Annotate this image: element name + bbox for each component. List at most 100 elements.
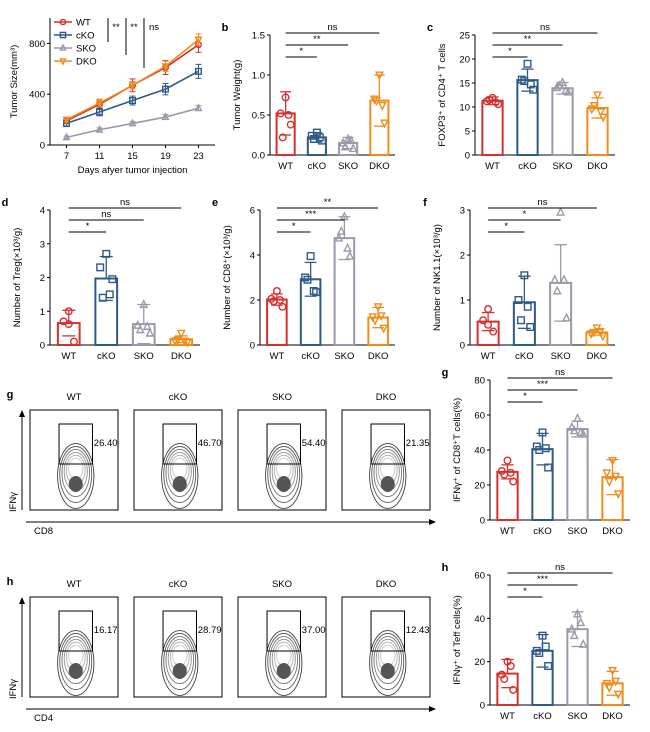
- y-tick-label: 4: [250, 251, 255, 262]
- x-tick-label: 19: [160, 151, 171, 162]
- flow-gate-value-cKO: 46.70: [198, 438, 222, 449]
- bar-SKO: [566, 428, 589, 521]
- flow-gate-value-DKO: 21.35: [406, 438, 430, 449]
- data-point-DKO: [380, 119, 389, 129]
- sig-label: *: [508, 46, 512, 57]
- data-point-SKO: [578, 638, 588, 648]
- bar-DKO: [601, 476, 624, 521]
- bar-WT: [56, 322, 81, 346]
- y-axis-label: Tumor Weight(g): [232, 60, 243, 131]
- data-point-DKO: [604, 478, 614, 487]
- y-tick-label: 0: [250, 341, 255, 352]
- data-point-DKO: [62, 116, 71, 125]
- legend-marker-DKO: [59, 58, 67, 66]
- x-tick-label-WT: WT: [278, 161, 293, 172]
- x-tick-label-DKO: DKO: [602, 711, 623, 722]
- y-tick-label: 0.5: [252, 111, 265, 122]
- flow-gate-value-WT: 16.17: [94, 625, 118, 636]
- data-point-cKO: [523, 302, 532, 311]
- bar-DKO: [367, 316, 389, 346]
- flow-gate: [370, 423, 405, 465]
- data-point-SKO: [554, 80, 564, 90]
- data-point-SKO: [552, 82, 562, 92]
- data-point-DKO: [370, 316, 380, 326]
- data-point-WT: [284, 110, 293, 119]
- data-point-WT: [278, 302, 287, 311]
- y-tick-label: 20: [474, 657, 485, 668]
- data-point-SKO: [576, 427, 586, 436]
- flow-density-core: [68, 476, 83, 492]
- x-tick-label-cKO: cKO: [518, 161, 536, 172]
- flow-group-title-DKO: DKO: [376, 392, 397, 403]
- data-point-SKO: [573, 608, 582, 618]
- flow-gate: [58, 610, 93, 652]
- sig-label: *: [86, 221, 90, 232]
- y-tick-label: 4: [40, 206, 45, 217]
- sig-label: *: [523, 209, 527, 220]
- panel-label-e: e: [212, 197, 218, 209]
- flow-contour: [59, 633, 93, 690]
- y-tick-label: 1.0: [252, 71, 265, 82]
- data-point-cKO: [544, 463, 553, 472]
- data-point-DKO: [376, 312, 386, 322]
- legend-marker-WT: [59, 18, 67, 26]
- data-point-DKO: [596, 108, 606, 118]
- y-tick-label: 0: [480, 516, 485, 527]
- x-tick-label: 15: [127, 151, 138, 162]
- sig-label: *: [523, 391, 527, 402]
- legend-label-SKO: SKO: [76, 44, 96, 55]
- legend-label-DKO: DKO: [76, 57, 97, 68]
- x-tick-label-cKO: cKO: [301, 351, 319, 362]
- flow-contour: [371, 446, 405, 503]
- x-tick-label-cKO: cKO: [533, 526, 551, 537]
- flow-plot-frame: [29, 409, 119, 511]
- data-point-SKO: [573, 413, 582, 422]
- x-tick-label-SKO: SKO: [334, 351, 354, 362]
- data-point-cKO: [95, 108, 103, 116]
- bar-WT: [266, 298, 288, 346]
- data-point-cKO: [541, 444, 550, 453]
- data-point-DKO: [587, 105, 597, 115]
- data-point-WT: [497, 670, 506, 679]
- data-point-cKO: [523, 59, 532, 68]
- flow-contour: [165, 448, 195, 498]
- data-point-DKO: [593, 91, 602, 101]
- x-tick-label-DKO: DKO: [587, 351, 608, 362]
- sig-label: **: [524, 34, 532, 45]
- sig-label: ns: [327, 22, 337, 33]
- data-point-SKO: [161, 112, 170, 121]
- flow-contour: [269, 448, 299, 498]
- y-tick-label: 20: [474, 481, 485, 492]
- data-point-DKO: [194, 36, 203, 45]
- data-point-SKO: [576, 617, 586, 627]
- data-point-SKO: [343, 242, 352, 252]
- flow-plot-frame: [237, 596, 327, 698]
- x-tick-label-WT: WT: [269, 351, 284, 362]
- y-tick-label: 2: [40, 273, 45, 284]
- data-point-DKO: [372, 97, 381, 106]
- y-tick-label: 0: [460, 341, 465, 352]
- data-point-SKO: [569, 425, 579, 435]
- data-point-SKO: [62, 132, 71, 141]
- flow-plot-frame: [133, 596, 223, 698]
- legend-label-cKO: cKO: [76, 31, 94, 42]
- y-tick-label: 0: [40, 341, 45, 352]
- data-point-cKO: [541, 642, 550, 651]
- y-tick-label: 80: [474, 376, 485, 387]
- sig-label: **: [130, 22, 138, 33]
- x-tick-label-WT: WT: [500, 711, 515, 722]
- y-tick-label: 20: [459, 55, 470, 66]
- data-point-SKO: [142, 321, 152, 330]
- x-tick-label: 7: [64, 151, 69, 162]
- bar-cKO: [94, 277, 119, 347]
- flow-group-title-WT: WT: [67, 392, 82, 403]
- data-point-SKO: [348, 143, 358, 153]
- x-tick-label-DKO: DKO: [368, 351, 389, 362]
- y-tick-label: 15: [459, 79, 470, 90]
- flow-group-title-cKO: cKO: [169, 392, 187, 403]
- flow-density-core: [380, 663, 395, 679]
- y-tick-label: 0: [40, 141, 45, 152]
- flow-gate-value-DKO: 12.43: [406, 625, 430, 636]
- data-point-DKO: [598, 332, 608, 342]
